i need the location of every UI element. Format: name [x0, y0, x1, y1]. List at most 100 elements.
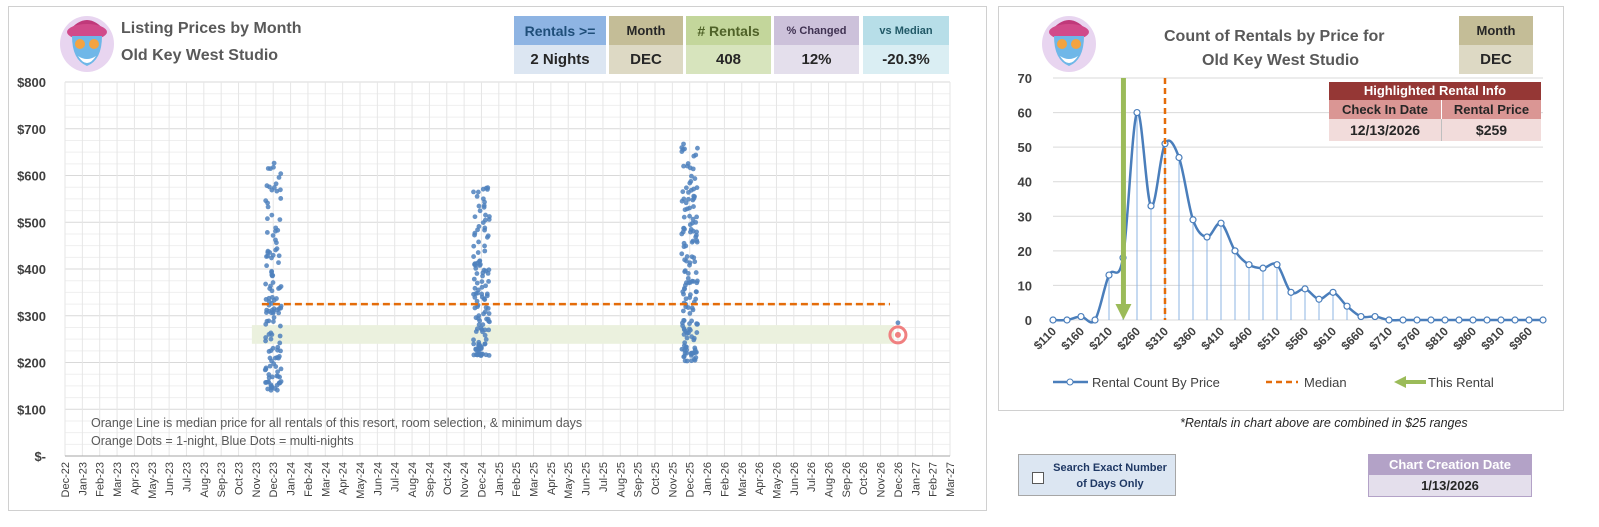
count-marker [1357, 312, 1365, 321]
x-tick-label: $660 [1338, 324, 1367, 353]
price-dot [267, 286, 273, 292]
genie-logo-icon-right [1040, 10, 1098, 79]
month-value: DEC [609, 45, 683, 74]
price-dot [263, 338, 268, 344]
price-dot [474, 194, 480, 199]
price-dot [692, 345, 698, 351]
price-dot [270, 280, 276, 285]
price-dot [680, 320, 685, 326]
count-marker [1413, 316, 1421, 324]
price-dot [272, 355, 278, 361]
price-dot [269, 269, 274, 275]
price-dot [263, 198, 269, 204]
legend-median-label: Median [1304, 375, 1347, 390]
price-dot [483, 305, 489, 310]
price-dot [277, 340, 283, 346]
price-dot [271, 160, 277, 166]
count-marker [1105, 271, 1113, 279]
price-dot [278, 187, 283, 193]
price-dot [276, 260, 281, 266]
x-tick-label: Jun-23 [164, 462, 176, 496]
price-dot [269, 294, 275, 300]
price-dot [695, 321, 700, 327]
x-tick-label: Dec-23 [268, 462, 280, 497]
count-marker [1049, 316, 1057, 324]
price-dot [274, 296, 279, 301]
y-tick-label: 10 [1018, 278, 1032, 293]
x-tick-label: $560 [1282, 324, 1311, 353]
price-dot [278, 196, 284, 201]
price-dot [269, 255, 274, 261]
price-dot [265, 216, 270, 222]
count-marker [1259, 264, 1267, 272]
x-tick-label: $260 [1114, 324, 1143, 353]
x-tick-label: $960 [1506, 324, 1535, 353]
price-dot [274, 188, 280, 194]
price-dot [265, 204, 271, 210]
price-dot [472, 214, 478, 220]
y-tick-label: $300 [17, 309, 46, 324]
right-month-value: DEC [1459, 45, 1533, 74]
y-tick-label: 70 [1018, 71, 1032, 86]
price-dot [687, 262, 692, 268]
price-dot [268, 310, 274, 316]
price-dot [267, 355, 273, 361]
count-marker [1483, 316, 1491, 324]
price-dot [681, 354, 687, 360]
price-dot [486, 279, 491, 284]
price-dot [681, 214, 687, 220]
price-dot [689, 305, 695, 311]
checkbox-box[interactable] [1032, 472, 1044, 484]
price-dot [278, 348, 283, 354]
price-dot [690, 197, 696, 203]
price-dot [266, 379, 272, 385]
footnote: *Rentals in chart above are combined in … [1180, 416, 1468, 430]
price-dot [475, 189, 481, 195]
price-dot [264, 263, 270, 269]
price-dot [480, 351, 485, 357]
price-dot [686, 196, 691, 202]
x-tick-label: Nov-23 [251, 462, 263, 497]
price-dot [275, 227, 281, 233]
price-dot [474, 271, 480, 276]
price-dot [277, 217, 283, 223]
price-dot [472, 285, 478, 291]
price-dot [478, 346, 484, 351]
price-dot [694, 214, 700, 220]
x-tick-label: $910 [1478, 324, 1507, 353]
x-tick-label: Sep-26 [841, 462, 853, 497]
x-tick-label: Oct-25 [650, 462, 662, 495]
x-tick-label: $160 [1058, 324, 1087, 353]
legend-arrow-head [1394, 376, 1406, 388]
price-dot [271, 164, 276, 170]
x-tick-label: $860 [1450, 324, 1479, 353]
price-dot [695, 145, 700, 151]
price-dot [474, 298, 480, 304]
price-dot [264, 310, 269, 315]
count-marker [1455, 316, 1463, 324]
highlight-title: Highlighted Rental Info [1329, 82, 1541, 100]
price-dot [475, 290, 480, 296]
x-tick-label: Jan-24 [286, 462, 298, 496]
x-tick-label: $610 [1310, 324, 1339, 353]
x-tick-label: $210 [1086, 324, 1115, 353]
x-tick-label: Dec-24 [476, 462, 488, 497]
listing-prices-scatter-chart: Dec-22 Jan-23 Feb-23 Mar-23 Apr-23 May-23 Jun-… [17, 75, 957, 499]
x-tick-label: Feb-25 [511, 462, 523, 497]
median-note: Orange Line is median price for all rent… [91, 416, 583, 430]
x-tick-label: Feb-26 [719, 462, 731, 497]
x-tick-label: Feb-24 [303, 462, 315, 497]
price-dot [266, 318, 272, 324]
x-tick-label: Jul-23 [181, 462, 193, 492]
genie-logo-icon [58, 10, 116, 79]
x-tick-label: Dec-22 [60, 462, 72, 497]
search-exact-days-checkbox[interactable]: Search Exact Number of Days Only [1018, 454, 1176, 496]
count-marker [1399, 316, 1407, 324]
price-dot [690, 216, 696, 222]
price-dot [482, 297, 488, 302]
price-dot [471, 337, 476, 343]
y-tick-label: $- [34, 449, 46, 464]
price-dot [471, 352, 477, 358]
x-tick-label: Jul-25 [598, 462, 610, 492]
